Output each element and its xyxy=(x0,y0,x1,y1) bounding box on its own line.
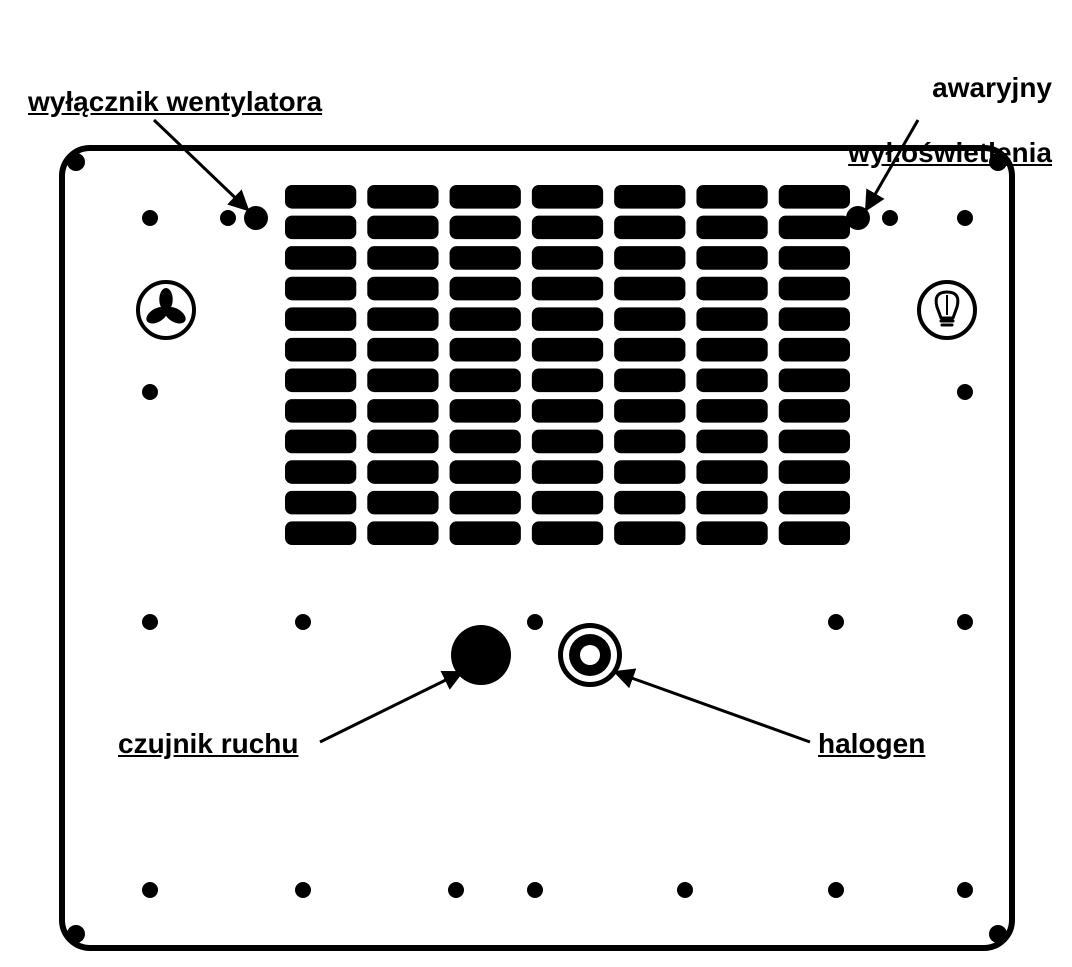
mount-hole-dot xyxy=(295,614,311,630)
mount-hole-dot xyxy=(957,882,973,898)
fan-icon xyxy=(138,282,194,338)
panel-corner-dot xyxy=(989,153,1007,171)
mount-hole-dot xyxy=(677,882,693,898)
ventilation-grille xyxy=(285,185,850,545)
mount-hole-dot xyxy=(828,882,844,898)
mount-hole-dot xyxy=(448,882,464,898)
mount-hole-dot xyxy=(828,614,844,630)
mount-hole-dot xyxy=(527,882,543,898)
mount-hole-dot xyxy=(142,614,158,630)
leader-emergency-light-switch xyxy=(866,120,918,210)
mount-hole-dot xyxy=(957,210,973,226)
leader-motion-sensor xyxy=(320,672,462,742)
motion-sensor xyxy=(451,625,511,685)
mount-hole-dot xyxy=(295,882,311,898)
panel-corner-dot xyxy=(67,925,85,943)
diagram-stage: wyłącznik wentylatora awaryjny wył.oświe… xyxy=(0,0,1072,967)
mount-hole-dot xyxy=(220,210,236,226)
leader-fan-switch xyxy=(154,120,248,210)
mount-hole-dot xyxy=(527,614,543,630)
mount-hole-dot xyxy=(957,614,973,630)
halogen-lamp xyxy=(558,623,622,687)
mount-hole-dot xyxy=(882,210,898,226)
mount-hole-dot xyxy=(142,384,158,400)
mount-hole-dot xyxy=(142,210,158,226)
leader-halogen xyxy=(615,672,810,742)
panel-corner-dot xyxy=(67,153,85,171)
bulb-icon xyxy=(919,282,975,338)
panel-corner-dot xyxy=(989,925,1007,943)
mount-hole-dot xyxy=(142,882,158,898)
diagram-svg xyxy=(0,0,1072,967)
mount-hole-dot xyxy=(957,384,973,400)
